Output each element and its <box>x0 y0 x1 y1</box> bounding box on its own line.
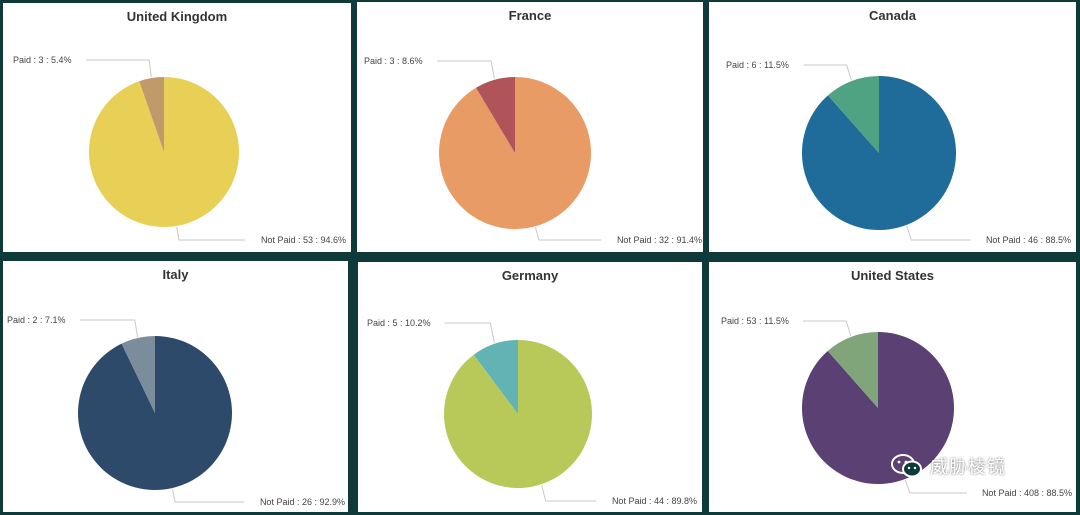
chart-title: France <box>508 8 552 23</box>
chart-title: Italy <box>162 267 189 282</box>
watermark: 威胁棱镜 <box>890 452 1006 480</box>
chart-title: Canada <box>869 8 916 23</box>
pie-slice-not-paid[interactable] <box>444 340 593 488</box>
pie-chart: Paid : 6 : 11.5% Not Paid : 46 : 88.5% <box>726 60 1071 245</box>
data-label-paid: Paid : 6 : 11.5% <box>726 60 789 70</box>
data-label-not-paid: Not Paid : 44 : 89.8% <box>612 496 697 506</box>
leader-line-paid <box>437 60 495 79</box>
leader-line-not-paid <box>171 488 245 503</box>
chart-panel-canada: Canada Paid : 6 : 11.5% Not Paid : 46 : 8… <box>709 2 1076 252</box>
leader-line-paid <box>803 64 852 81</box>
leader-line-paid <box>444 322 495 343</box>
pie-slice-paid[interactable] <box>473 340 518 414</box>
pie-slice-not-paid[interactable] <box>89 77 240 228</box>
data-label-paid: Paid : 3 : 8.6% <box>364 56 423 66</box>
chart-panel-germany: Germany Paid : 5 : 10.2% Not Paid : 44 : … <box>358 262 702 512</box>
chart-title: Germany <box>501 268 559 283</box>
pie-slice-paid[interactable] <box>827 76 879 153</box>
pie-chart: Paid : 2 : 7.1% Not Paid : 26 : 92.9% <box>7 315 345 507</box>
chart-title: United Kingdom <box>126 9 228 24</box>
data-label-paid: Paid : 3 : 5.4% <box>13 55 72 65</box>
data-label-not-paid: Not Paid : 53 : 94.6% <box>261 235 346 245</box>
pie-slice-not-paid[interactable] <box>78 336 233 490</box>
data-label-not-paid: Not Paid : 26 : 92.9% <box>260 497 345 507</box>
leader-line-not-paid <box>535 227 602 241</box>
data-label-paid: Paid : 2 : 7.1% <box>7 315 66 325</box>
pie-slice-paid[interactable] <box>121 336 155 413</box>
data-label-paid: Paid : 53 : 11.5% <box>721 316 789 326</box>
data-label-not-paid: Not Paid : 408 : 88.5% <box>982 488 1072 498</box>
watermark-text: 威胁棱镜 <box>930 457 1006 478</box>
chart-panel-france: France Paid : 3 : 8.6% Not Paid : 32 : 91… <box>357 2 703 252</box>
chart-panel-united-kingdom: United Kingdom Paid : 3 : 5.4% Not Paid :… <box>3 3 351 252</box>
data-label-not-paid: Not Paid : 46 : 88.5% <box>986 235 1071 245</box>
pie-slice-paid[interactable] <box>139 77 164 152</box>
chart-panel-united-states: United States Paid : 53 : 11.5% Not Paid … <box>709 262 1076 512</box>
pie-chart: Paid : 3 : 5.4% Not Paid : 53 : 94.6% <box>13 55 346 245</box>
leader-line-paid <box>803 320 852 337</box>
pie-slice-not-paid[interactable] <box>439 77 592 230</box>
data-label-paid: Paid : 5 : 10.2% <box>367 318 431 328</box>
leader-line-not-paid <box>906 225 971 241</box>
leader-line-paid <box>80 319 139 338</box>
pie-slice-paid[interactable] <box>476 77 515 153</box>
leader-line-paid <box>86 59 152 78</box>
pie-slice-paid[interactable] <box>827 332 878 408</box>
leader-line-not-paid <box>541 485 597 502</box>
wechat-icon <box>891 454 922 478</box>
chart-title: United States <box>850 268 935 283</box>
pie-chart: Paid : 53 : 11.5% Not Paid : 408 : 88.5% <box>721 316 1072 498</box>
pie-chart: Paid : 5 : 10.2% Not Paid : 44 : 89.8% <box>367 318 697 506</box>
pie-slice-not-paid[interactable] <box>801 76 956 230</box>
leader-line-not-paid <box>904 479 967 494</box>
leader-line-not-paid <box>176 226 246 241</box>
pie-chart: Paid : 3 : 8.6% Not Paid : 32 : 91.4% <box>364 56 702 245</box>
chart-panel-italy: Italy Paid : 2 : 7.1% Not Paid : 26 : 92.… <box>3 261 348 512</box>
pie-slice-not-paid[interactable] <box>801 332 954 484</box>
data-label-not-paid: Not Paid : 32 : 91.4% <box>617 235 702 245</box>
